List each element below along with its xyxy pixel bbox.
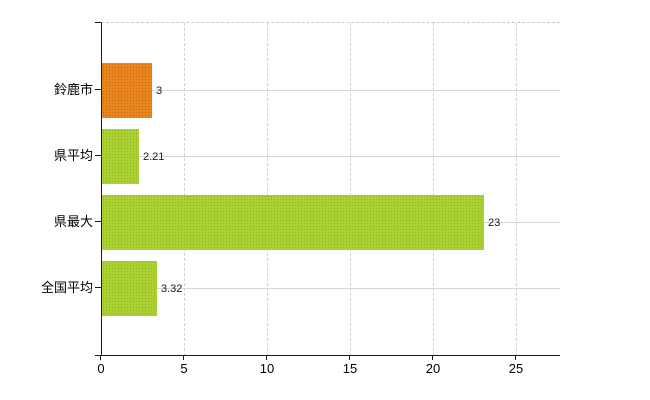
y-axis-tick bbox=[95, 154, 101, 156]
bar-value-label: 3.32 bbox=[161, 282, 183, 295]
x-axis-tick bbox=[183, 355, 184, 360]
x-axis-tick bbox=[432, 355, 433, 360]
x-gridline bbox=[433, 23, 434, 356]
x-axis-tick-label: 5 bbox=[180, 361, 188, 376]
x-axis-tick-label: 20 bbox=[425, 361, 441, 376]
x-gridline bbox=[267, 23, 268, 356]
x-axis-tick-label: 10 bbox=[259, 361, 275, 376]
x-gridline bbox=[516, 23, 517, 356]
y-gridline bbox=[102, 155, 560, 157]
x-axis-tick bbox=[515, 355, 516, 360]
x-axis-tick-label: 25 bbox=[508, 361, 524, 376]
bar bbox=[102, 63, 152, 118]
bar-value-label: 3 bbox=[156, 84, 163, 97]
x-gridline bbox=[350, 23, 351, 356]
y-axis-category-label: 全国平均 bbox=[40, 279, 93, 295]
y-gridline bbox=[102, 287, 560, 289]
y-gridline bbox=[102, 89, 560, 91]
y-axis-category-label: 県最大 bbox=[53, 213, 93, 229]
y-axis-category-label: 県平均 bbox=[53, 147, 93, 163]
x-axis-tick-label: 15 bbox=[342, 361, 358, 376]
bar bbox=[102, 195, 484, 250]
plot-area: 3 2.21 23 3.32 bbox=[101, 22, 560, 356]
x-axis-line bbox=[95, 355, 560, 356]
bar-value-label: 23 bbox=[488, 216, 501, 229]
y-axis-tick bbox=[95, 22, 101, 23]
y-axis-tick bbox=[95, 88, 101, 90]
x-gridline bbox=[184, 23, 185, 356]
y-axis-tick bbox=[95, 220, 101, 222]
bar-value-label: 2.21 bbox=[143, 150, 165, 163]
y-axis-tick bbox=[95, 286, 101, 288]
x-axis-tick-label: 0 bbox=[97, 361, 105, 376]
x-axis-tick bbox=[266, 355, 267, 360]
y-axis-category-label: 鈴鹿市 bbox=[53, 81, 93, 97]
bar bbox=[102, 261, 157, 316]
x-axis-tick bbox=[100, 355, 101, 360]
bar bbox=[102, 129, 139, 184]
x-axis-tick bbox=[349, 355, 350, 360]
